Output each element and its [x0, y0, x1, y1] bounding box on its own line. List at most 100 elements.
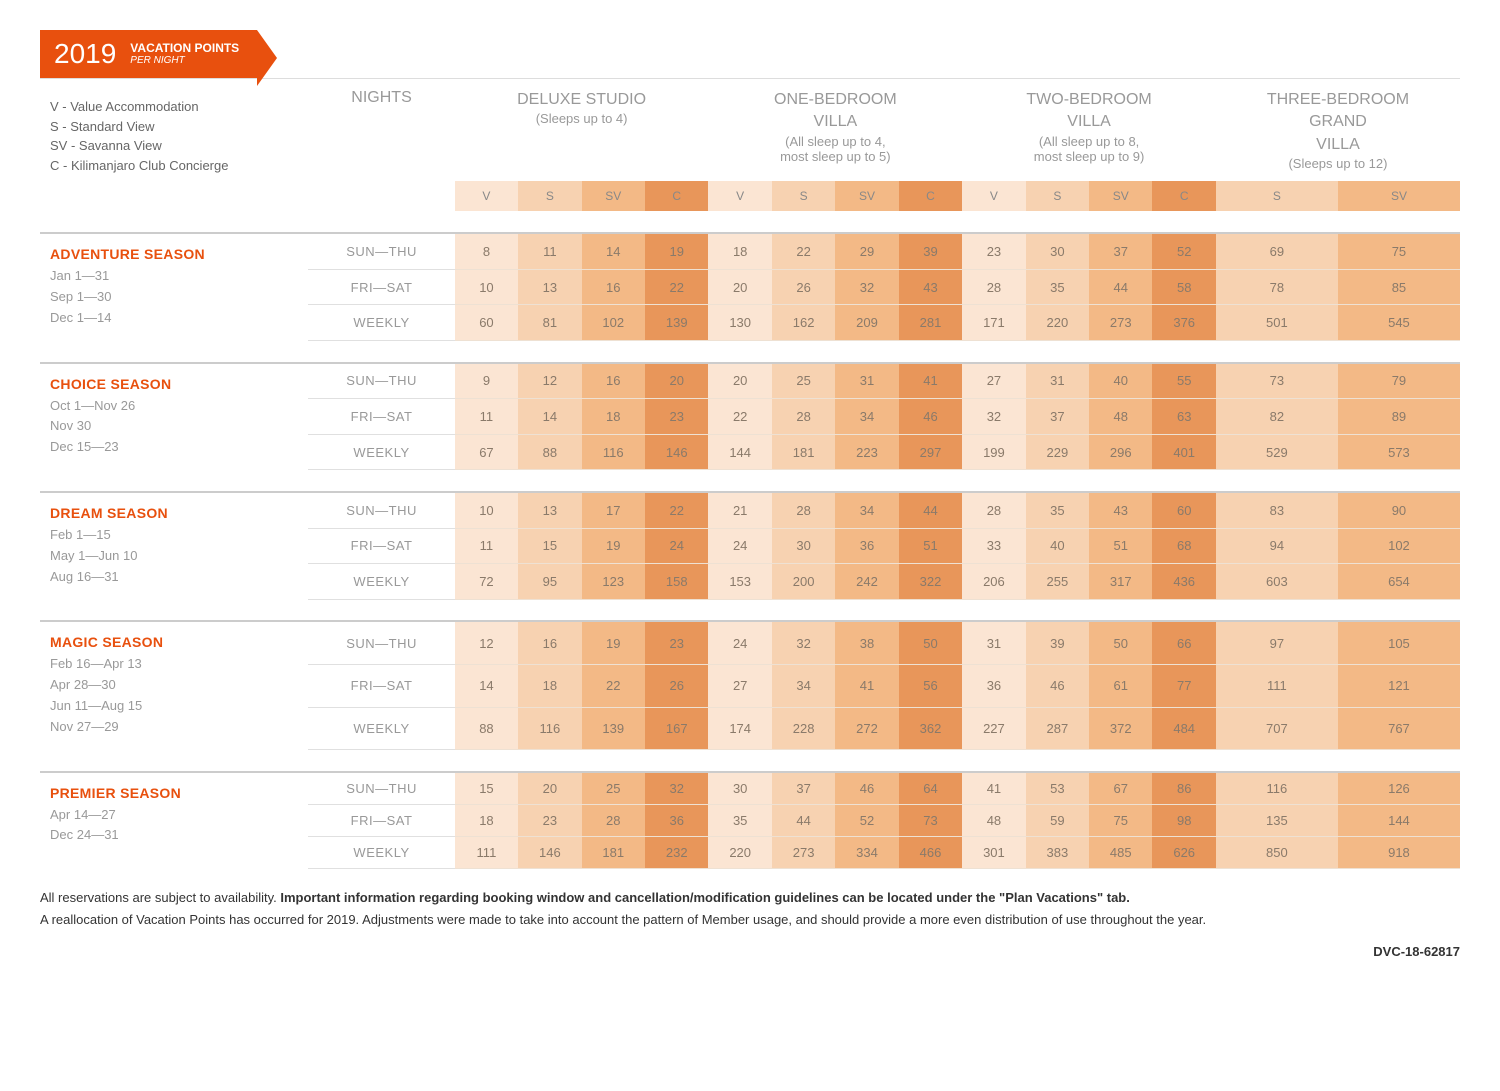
points-value: 55	[1152, 363, 1215, 399]
points-value: 37	[1026, 399, 1089, 435]
points-value: 28	[772, 399, 835, 435]
points-value: 153	[708, 564, 771, 600]
points-value: 22	[645, 269, 708, 305]
points-value: 46	[899, 399, 962, 435]
column-header: S	[518, 181, 581, 211]
points-value: 29	[835, 233, 898, 269]
points-value: 90	[1338, 492, 1460, 528]
points-value: 31	[835, 363, 898, 399]
points-value: 67	[1089, 772, 1152, 805]
points-value: 334	[835, 836, 898, 868]
points-value: 603	[1216, 564, 1338, 600]
points-value: 11	[455, 399, 518, 435]
season-name: ADVENTURE SEASON	[50, 246, 298, 262]
points-value: 88	[455, 707, 518, 750]
points-value: 98	[1152, 804, 1215, 836]
points-value: 529	[1216, 434, 1338, 470]
points-value: 466	[899, 836, 962, 868]
points-value: 102	[1338, 528, 1460, 564]
points-value: 545	[1338, 305, 1460, 341]
season-dates: Apr 14—27Dec 24—31	[50, 805, 298, 847]
column-header: SV	[1089, 181, 1152, 211]
points-value: 158	[645, 564, 708, 600]
room-type-header: DELUXE STUDIO(Sleeps up to 4)	[455, 79, 709, 182]
night-type: FRI—SAT	[308, 269, 454, 305]
season-dates: Feb 1—15May 1—Jun 10Aug 16—31	[50, 525, 298, 587]
points-value: 19	[582, 528, 645, 564]
column-header: C	[1152, 181, 1215, 211]
points-value: 81	[518, 305, 581, 341]
season-name: DREAM SEASON	[50, 505, 298, 521]
points-value: 220	[1026, 305, 1089, 341]
column-header: V	[962, 181, 1025, 211]
points-value: 40	[1089, 363, 1152, 399]
points-value: 35	[1026, 269, 1089, 305]
points-value: 13	[518, 492, 581, 528]
points-value: 484	[1152, 707, 1215, 750]
points-value: 58	[1152, 269, 1215, 305]
points-value: 220	[708, 836, 771, 868]
points-value: 22	[645, 492, 708, 528]
points-value: 21	[708, 492, 771, 528]
points-value: 14	[582, 233, 645, 269]
points-value: 146	[518, 836, 581, 868]
night-type: WEEKLY	[308, 564, 454, 600]
points-value: 162	[772, 305, 835, 341]
points-value: 18	[518, 665, 581, 708]
points-value: 27	[962, 363, 1025, 399]
points-value: 61	[1089, 665, 1152, 708]
points-value: 181	[772, 434, 835, 470]
points-value: 34	[772, 665, 835, 708]
points-value: 229	[1026, 434, 1089, 470]
points-value: 31	[962, 621, 1025, 664]
points-value: 8	[455, 233, 518, 269]
points-value: 30	[708, 772, 771, 805]
points-value: 46	[835, 772, 898, 805]
points-value: 287	[1026, 707, 1089, 750]
points-value: 206	[962, 564, 1025, 600]
points-value: 15	[455, 772, 518, 805]
points-value: 50	[1089, 621, 1152, 664]
room-type-header: THREE-BEDROOMGRANDVILLA(Sleeps up to 12)	[1216, 79, 1460, 182]
points-value: 485	[1089, 836, 1152, 868]
year-badge: 2019 VACATION POINTS PER NIGHT	[40, 30, 257, 78]
points-value: 97	[1216, 621, 1338, 664]
points-value: 767	[1338, 707, 1460, 750]
season-dates: Jan 1—31Sep 1—30Dec 1—14	[50, 266, 298, 328]
nights-header: NIGHTS	[308, 79, 454, 212]
footer-text-1b: Important information regarding booking …	[280, 890, 1129, 905]
column-header: SV	[582, 181, 645, 211]
room-type-header: TWO-BEDROOMVILLA(All sleep up to 8,most …	[962, 79, 1216, 182]
points-value: 73	[899, 804, 962, 836]
column-header: SV	[835, 181, 898, 211]
points-value: 37	[772, 772, 835, 805]
points-value: 51	[1089, 528, 1152, 564]
points-value: 13	[518, 269, 581, 305]
points-value: 139	[645, 305, 708, 341]
points-value: 18	[708, 233, 771, 269]
footer-text-2: A reallocation of Vacation Points has oc…	[40, 909, 1460, 931]
points-value: 48	[1089, 399, 1152, 435]
points-value: 34	[835, 399, 898, 435]
points-value: 32	[962, 399, 1025, 435]
points-value: 24	[708, 528, 771, 564]
season-cell: DREAM SEASON Feb 1—15May 1—Jun 10Aug 16—3…	[40, 492, 308, 599]
night-type: FRI—SAT	[308, 528, 454, 564]
points-value: 82	[1216, 399, 1338, 435]
points-value: 18	[455, 804, 518, 836]
points-value: 69	[1216, 233, 1338, 269]
points-value: 22	[582, 665, 645, 708]
points-value: 26	[645, 665, 708, 708]
points-value: 383	[1026, 836, 1089, 868]
points-value: 52	[1152, 233, 1215, 269]
points-value: 23	[645, 399, 708, 435]
points-value: 60	[1152, 492, 1215, 528]
night-type: WEEKLY	[308, 434, 454, 470]
points-value: 273	[1089, 305, 1152, 341]
document-id: DVC-18-62817	[40, 941, 1460, 963]
points-value: 25	[772, 363, 835, 399]
column-header: S	[1216, 181, 1338, 211]
points-value: 573	[1338, 434, 1460, 470]
points-value: 32	[645, 772, 708, 805]
points-value: 67	[455, 434, 518, 470]
